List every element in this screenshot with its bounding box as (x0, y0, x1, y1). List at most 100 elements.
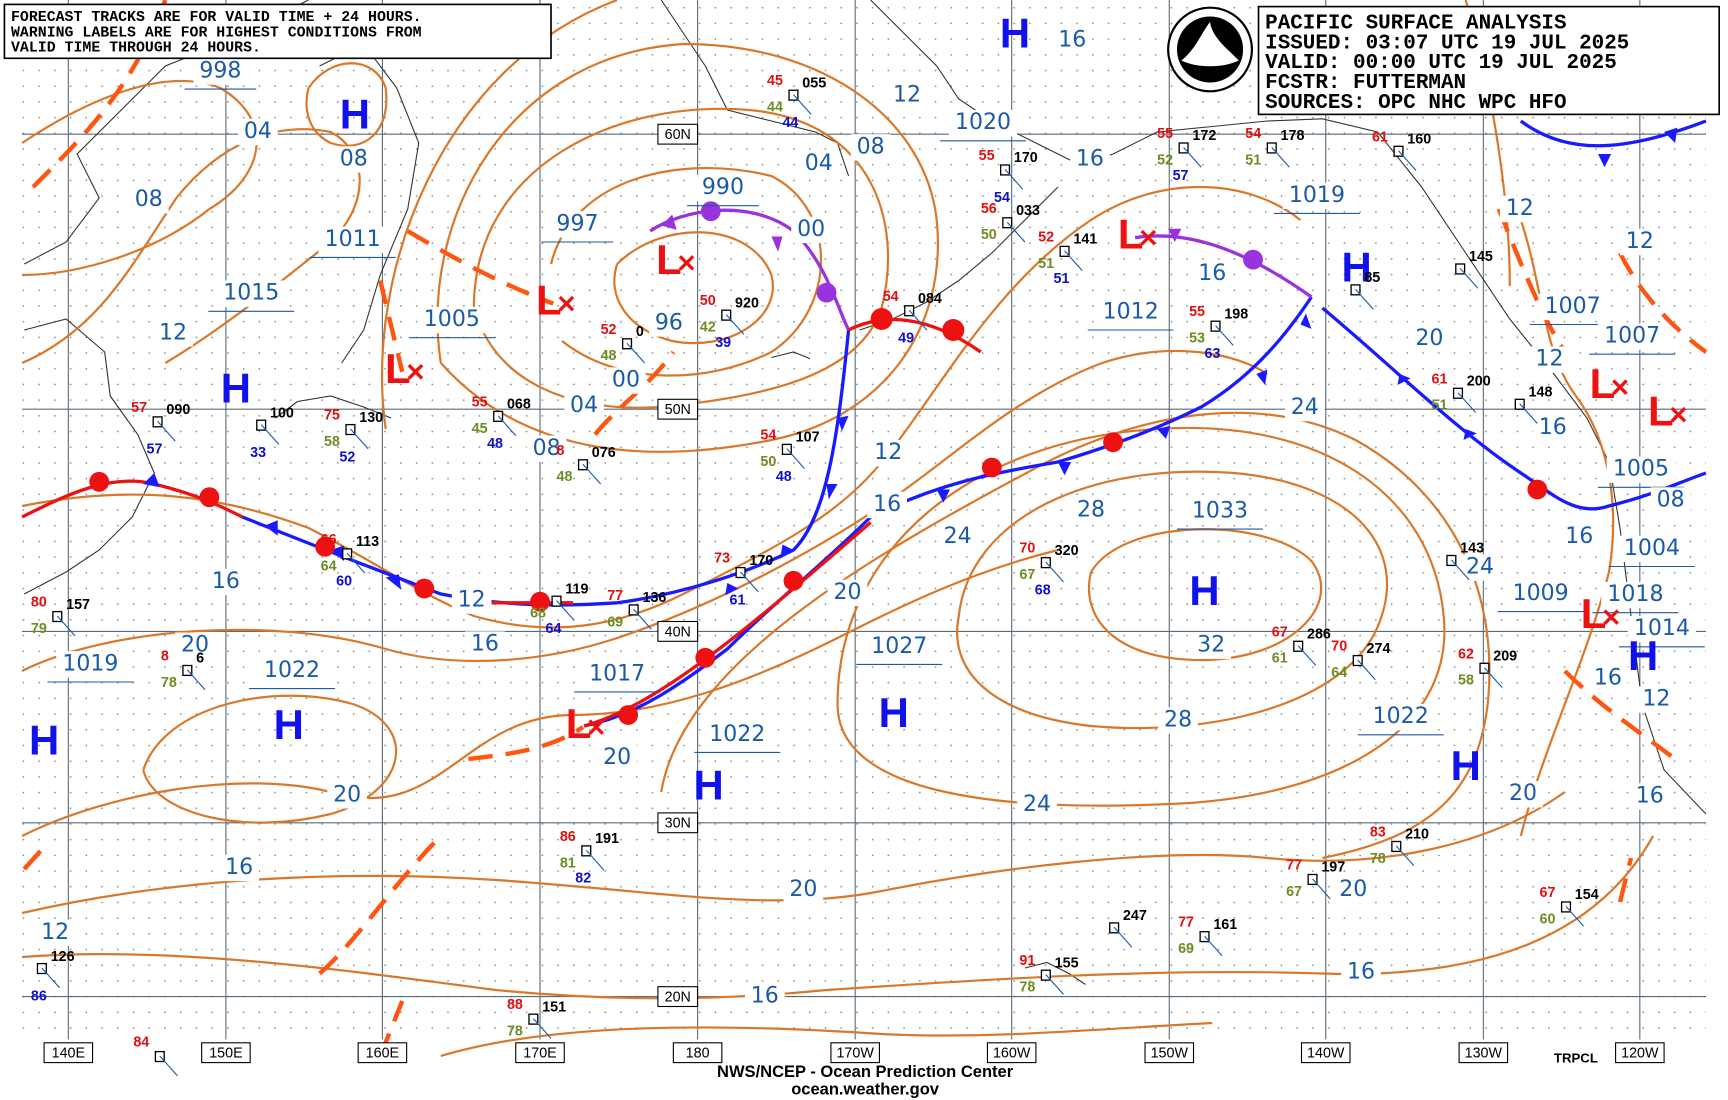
station-sea-temp: 57 (147, 442, 163, 458)
wind-barb (1457, 392, 1477, 413)
isobar-label: 20 (603, 745, 631, 770)
wind-barb (1398, 150, 1417, 171)
isobar-label-bg (1341, 959, 1381, 986)
wind-barb (1297, 645, 1317, 666)
isobar-label-bg (417, 306, 486, 334)
station-dew-point: 78 (1370, 851, 1386, 867)
isobar-label: 96 (655, 310, 683, 335)
isobar-label: 24 (1023, 792, 1051, 817)
station-dew-point: 58 (1458, 673, 1474, 689)
isobar-label-bg (219, 854, 259, 882)
station-pressure: 155 (1055, 955, 1079, 971)
wind-barb (1565, 906, 1585, 927)
low-cross (1603, 609, 1619, 625)
isobar-label-bg (333, 146, 374, 173)
low-center: L (656, 236, 682, 283)
high-center: H (1628, 632, 1658, 679)
isobar-label: 00 (612, 368, 640, 393)
wind-barb (1484, 667, 1503, 688)
isobar-label-bg (1529, 346, 1570, 373)
station-air-temp: 55 (1189, 304, 1205, 320)
station-pressure: 178 (1281, 128, 1305, 144)
wind-barb (1271, 147, 1290, 168)
station-pressure: 113 (356, 534, 379, 550)
station-sea-temp: 63 (1205, 346, 1221, 362)
isobar-label-bg (1366, 704, 1435, 731)
isobar-label-bg (1282, 182, 1352, 209)
lon-label: 160E (366, 1046, 399, 1062)
station-pressure: 126 (51, 949, 75, 965)
station-pressure: 151 (542, 999, 566, 1015)
isobar-label: 12 (874, 440, 902, 465)
station-air-temp: 80 (31, 595, 47, 611)
isobar-label-bg (1191, 632, 1231, 659)
isobar-label-bg (1538, 293, 1607, 321)
wind-barb (1183, 147, 1202, 168)
isobar-label-bg (1601, 581, 1670, 609)
station-sea-temp: 68 (1035, 582, 1051, 598)
isobar-label: 1014 (1634, 616, 1690, 641)
isobar-label-bg (1158, 707, 1198, 734)
station-sea-temp: 33 (250, 445, 266, 461)
isobar-label-bg (649, 310, 689, 337)
wind-barb (786, 448, 805, 469)
station-sea-temp: 49 (898, 331, 914, 347)
fronts (21, 0, 1708, 1057)
station-air-temp: 75 (324, 408, 340, 424)
low-cross (1670, 406, 1687, 423)
isobar-label: 1018 (1607, 582, 1663, 607)
station-sea-temp: 51 (1054, 271, 1070, 287)
wind-barb (1395, 845, 1415, 867)
station-pressure: 090 (166, 402, 190, 418)
isobar-label: 08 (1657, 488, 1685, 513)
station-pressure: 200 (1467, 373, 1491, 389)
station-air-temp: 8 (161, 648, 169, 664)
station-dew-point: 69 (607, 614, 623, 630)
warning-line: FORECAST TRACKS ARE FOR VALID TIME + 24 … (11, 10, 422, 26)
isobar-label: 16 (212, 569, 240, 594)
wind-barb (633, 609, 652, 630)
isobar-label: 16 (873, 492, 901, 517)
station-dew-point: 48 (557, 469, 573, 485)
isobar-label: 28 (1164, 708, 1192, 733)
isobar-label-bg (606, 367, 646, 394)
isobar-label-bg (526, 435, 567, 462)
isobar-label-bg (564, 392, 604, 420)
low-cross (1612, 379, 1628, 395)
isobar-label: 12 (1535, 347, 1563, 372)
lon-label: 150W (1151, 1046, 1189, 1062)
wind-barb (1045, 561, 1064, 583)
station-dew-point: 61 (1272, 651, 1288, 667)
lon-label: 130W (1465, 1046, 1503, 1062)
wind-barb (585, 849, 605, 871)
lat-label: 60N (665, 127, 691, 143)
station-pressure: 197 (1321, 860, 1345, 876)
isobar-label: 12 (1626, 229, 1654, 254)
station-pressure: 084 (918, 291, 942, 307)
isobar-label-bg (783, 876, 824, 904)
station-air-temp: 50 (700, 293, 716, 309)
isobar-label-bg (1333, 876, 1374, 904)
station-air-temp: 45 (767, 73, 783, 89)
isobar-label-bg (1052, 27, 1093, 54)
isobar-label-bg (865, 633, 934, 660)
isobar-label: 990 (702, 175, 744, 200)
station-pressure: 209 (1493, 648, 1517, 664)
isobar-label: 24 (944, 524, 972, 549)
station-air-temp: 77 (1178, 915, 1194, 931)
isobar-label-bg (1071, 497, 1111, 524)
station-dew-point: 64 (321, 558, 337, 574)
isobar-label: 08 (340, 147, 368, 172)
isobar-label-bg (1503, 781, 1543, 808)
station-dew-point: 78 (1019, 980, 1035, 996)
wind-barb (1004, 169, 1024, 190)
isobar-label-bg (217, 280, 286, 307)
high-center: H (274, 701, 304, 748)
station-sea-temp: 64 (546, 621, 562, 637)
isobar-label: 04 (805, 151, 833, 176)
station-sea-temp: 39 (715, 335, 731, 351)
isobar-label-bg (1627, 616, 1697, 643)
lat-label-box (657, 398, 699, 420)
isobar-label-bg (1532, 414, 1573, 442)
